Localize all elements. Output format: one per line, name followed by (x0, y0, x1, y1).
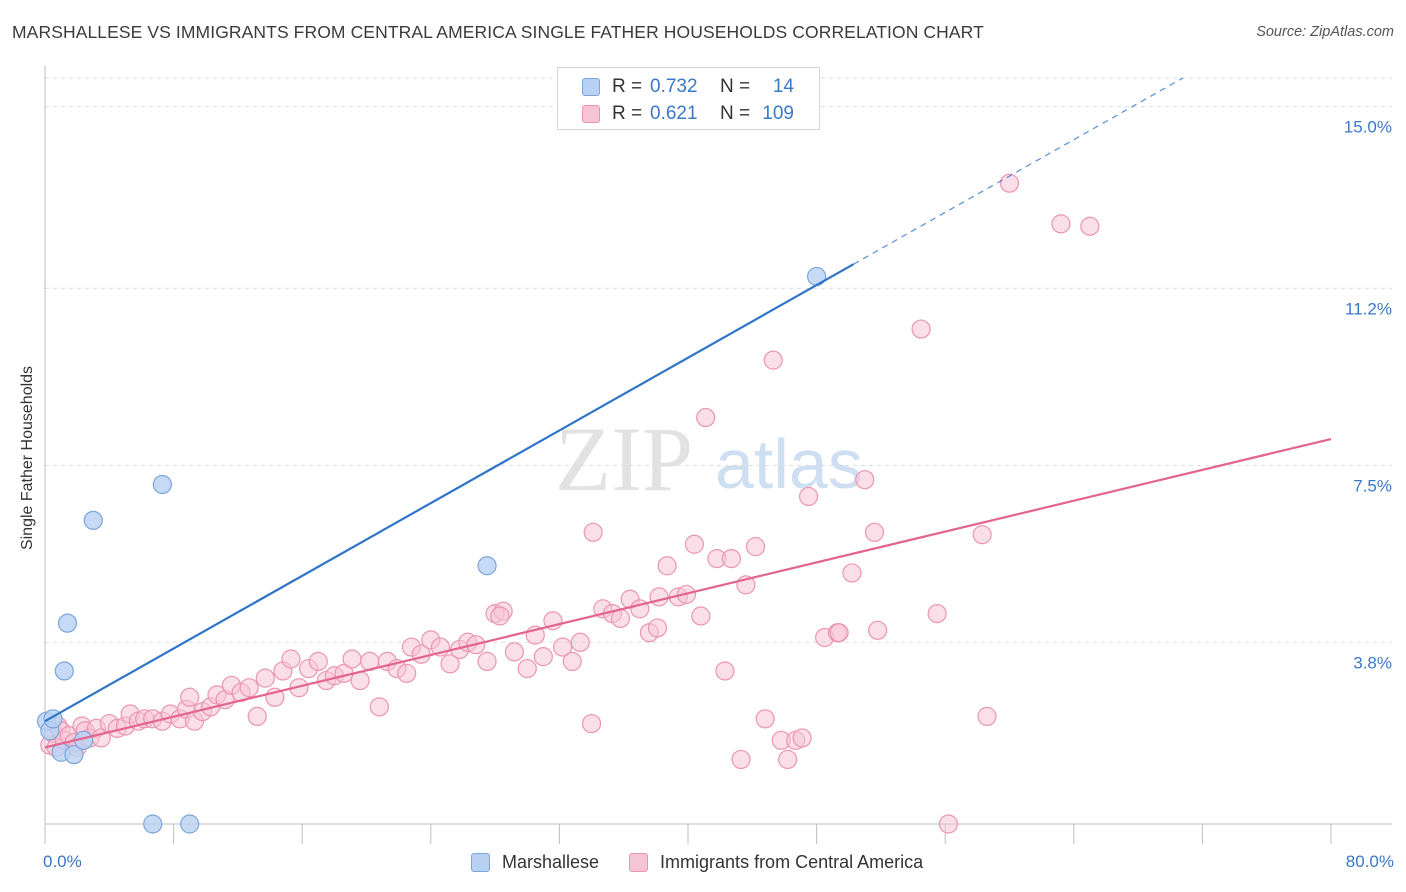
trend-line-marshallese-extension (853, 77, 1184, 265)
data-point-marshallese (57, 613, 78, 633)
legend-label-immigrants: Immigrants from Central America (660, 852, 924, 872)
data-point-immigrants (477, 651, 497, 672)
chart-title: MARSHALLESE VS IMMIGRANTS FROM CENTRAL A… (12, 22, 984, 42)
legend-n-label: N = (720, 76, 751, 97)
legend-r-value: 0.732 (650, 76, 698, 97)
legend-swatch-blue (582, 78, 600, 96)
y-tick-label: 3.8% (1353, 653, 1392, 672)
data-point-marshallese (152, 474, 172, 495)
data-point-immigrants (911, 319, 931, 339)
data-point-immigrants (562, 651, 582, 672)
data-point-immigrants (369, 697, 389, 717)
watermark: ZIP atlas (555, 408, 863, 510)
legend-stats: R = 0.732 N = 14 R = 0.621 N = 109 (557, 67, 820, 130)
data-point-immigrants (721, 548, 742, 569)
data-point-immigrants (581, 713, 602, 734)
x-tick-min: 0.0% (43, 852, 82, 871)
data-point-immigrants (649, 587, 669, 607)
watermark-atlas: atlas (715, 425, 863, 503)
data-point-immigrants (684, 534, 705, 554)
trend-line-immigrants (44, 437, 1332, 749)
data-point-immigrants (868, 620, 888, 640)
legend-n-value: 109 (762, 103, 794, 124)
legend-item-immigrants: Immigrants from Central America (629, 852, 923, 873)
source-label: Source: ZipAtlas.com (1256, 24, 1394, 40)
data-point-marshallese (143, 814, 163, 834)
data-point-immigrants (308, 651, 328, 672)
data-point-marshallese (54, 661, 74, 681)
data-point-immigrants (763, 350, 783, 370)
data-point-immigrants (247, 706, 267, 727)
data-point-immigrants (440, 654, 460, 674)
y-tick-labels: 3.8% 7.5% 11.2% 15.0% (1344, 118, 1392, 673)
data-point-immigrants (999, 173, 1020, 193)
data-point-immigrants (798, 486, 819, 507)
data-point-immigrants (927, 603, 947, 624)
data-point-immigrants (715, 661, 735, 681)
data-point-immigrants (778, 749, 798, 770)
data-point-immigrants (657, 556, 677, 576)
data-point-immigrants (938, 814, 959, 834)
data-point-immigrants (533, 647, 553, 667)
data-point-immigrants (696, 407, 716, 428)
data-point-immigrants (864, 522, 885, 542)
data-point-marshallese (64, 745, 84, 765)
data-point-immigrants (855, 470, 875, 490)
data-point-immigrants (972, 525, 992, 545)
legend-r-label: R = (612, 76, 643, 97)
legend-item-marshallese: Marshallese (471, 852, 599, 873)
legend-n-value: 14 (772, 76, 794, 97)
data-point-immigrants (829, 623, 849, 643)
data-point-immigrants (977, 706, 997, 727)
y-tick-label: 7.5% (1353, 476, 1392, 495)
data-point-immigrants (281, 649, 301, 669)
data-point-immigrants (745, 537, 766, 557)
legend-r-label: R = (612, 103, 643, 124)
data-point-immigrants (397, 663, 417, 683)
data-point-immigrants (1080, 216, 1100, 236)
data-point-immigrants (504, 642, 524, 662)
series-marshallese-points (37, 266, 827, 834)
legend-label-marshallese: Marshallese (502, 852, 600, 872)
legend-swatch-pink (629, 853, 649, 872)
data-point-immigrants (490, 606, 510, 626)
legend-n-label: N = (720, 103, 751, 124)
y-tick-label: 15.0% (1344, 118, 1392, 137)
data-point-marshallese (83, 510, 103, 530)
x-tick-max: 80.0% (1345, 852, 1394, 871)
data-point-immigrants (647, 618, 668, 638)
data-point-immigrants (342, 649, 362, 669)
data-point-immigrants (755, 709, 775, 729)
data-point-immigrants (731, 749, 751, 770)
trend-line-marshallese (44, 263, 855, 723)
watermark-zip: ZIP (555, 408, 693, 510)
data-point-immigrants (570, 632, 590, 652)
data-point-immigrants (553, 637, 573, 657)
legend-row-immigrants: R = 0.621 N = 109 (582, 102, 794, 126)
data-point-marshallese (477, 556, 497, 576)
data-point-immigrants (842, 563, 862, 583)
data-point-immigrants (1051, 214, 1071, 234)
data-point-immigrants (583, 522, 603, 542)
trend-lines (44, 77, 1332, 749)
data-point-immigrants (691, 606, 711, 626)
legend-swatch-pink (582, 105, 600, 123)
data-point-immigrants (180, 687, 200, 707)
data-point-immigrants (792, 728, 812, 748)
axes (44, 66, 1392, 844)
data-point-immigrants (517, 658, 537, 679)
legend-r-value: 0.621 (650, 103, 698, 124)
data-point-marshallese (180, 814, 200, 834)
legend-swatch-blue (471, 853, 490, 872)
legend-series: Marshallese Immigrants from Central Amer… (471, 852, 953, 873)
data-point-immigrants (255, 668, 275, 688)
y-tick-label: 11.2% (1345, 299, 1392, 318)
legend-row-marshallese: R = 0.732 N = 14 (582, 75, 794, 99)
data-point-immigrants (239, 678, 259, 698)
